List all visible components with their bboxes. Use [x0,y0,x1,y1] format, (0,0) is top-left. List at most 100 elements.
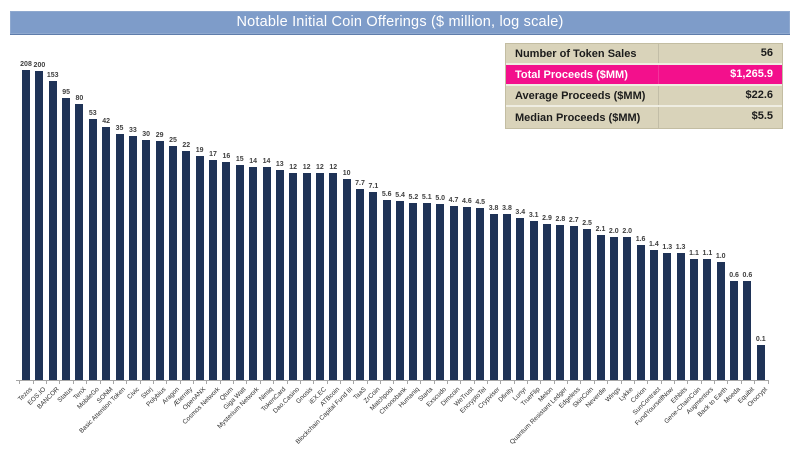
x-axis-tick [540,381,542,384]
bar [209,160,217,380]
bar-value-label: 22 [182,141,191,149]
bar-value-label: 25 [169,137,177,145]
x-axis-tick [527,381,528,384]
x-axis-tick [59,381,61,384]
x-axis-tick [19,381,21,384]
x-axis-tick [46,381,47,384]
bar [422,203,431,380]
x-axis-tick [193,381,194,384]
bar-value-label: 2.1 [595,226,606,234]
bar [275,169,284,380]
stat-label: Total Proceeds ($MM) [515,68,628,81]
bar-value-label: 12 [289,163,298,171]
bar [62,98,71,380]
bar [302,172,311,380]
bar-value-label: 15 [235,155,244,163]
x-axis-tick [406,381,408,384]
x-axis-tick [714,381,715,384]
x-axis-tick [553,381,555,384]
x-axis-tick [326,381,328,384]
table-row: Median Proceeds ($MM) $5.5 [506,107,782,128]
x-axis-tick [767,381,769,384]
x-axis-tick [299,381,301,384]
bar-value-label: 0.1 [755,336,766,344]
bar [730,280,739,380]
x-axis-tick [393,381,395,384]
bar [195,156,204,380]
bar-value-label: 153 [46,71,59,79]
bar-value-label: 12 [315,163,324,171]
bar-value-label: 1.3 [675,243,686,251]
bar [22,69,30,380]
bar-value-label: 1.4 [649,241,659,248]
x-axis-label: Civic [125,386,141,401]
bar [703,258,712,380]
bar-value-label: 13 [275,160,284,168]
bar [556,225,565,380]
stat-value: $5.5 [658,107,782,128]
bar [583,229,592,380]
bar-value-label: 7.7 [355,179,365,187]
x-axis-tick [86,381,88,384]
bar-value-label: 1.1 [702,249,713,257]
bar [369,191,378,380]
x-axis-tick [313,381,315,384]
stat-label: Average Proceeds ($MM) [515,89,646,102]
bar-value-label: 42 [102,118,111,126]
bar-value-label: 5.4 [395,192,405,200]
x-axis-tick [433,381,435,384]
x-axis-tick [72,381,74,384]
x-axis-tick [366,381,368,384]
bar [222,162,231,380]
x-axis-tick [500,381,502,384]
bar [35,71,44,380]
x-axis-tick [273,381,275,384]
x-axis-tick [259,381,261,384]
x-axis-tick [633,381,635,384]
bar [409,202,418,380]
stat-value: $1,265.9 [658,65,782,84]
x-axis-tick [700,381,702,384]
bar-value-label: 1.6 [635,236,646,244]
bar [235,164,244,380]
x-axis-tick [206,381,208,384]
bar-value-label: 2.5 [582,220,592,228]
bar-value-label: 2.9 [542,214,552,222]
bar-value-label: 7.1 [368,182,379,190]
bar [169,146,177,380]
x-axis-tick [32,381,34,384]
bar [489,214,498,380]
stat-label: Median Proceeds ($MM) [515,111,641,124]
x-axis-tick [380,381,381,384]
bar [636,245,645,380]
bar-value-label: 53 [88,110,97,117]
table-row: Average Proceeds ($MM) $22.6 [506,86,782,107]
bar-value-label: 33 [128,127,137,135]
x-axis-tick [673,381,675,384]
bar-value-label: 0.6 [742,271,753,279]
x-axis-tick [166,381,168,384]
x-axis-tick [607,381,609,384]
bar-value-label: 3.4 [515,209,526,216]
bar-value-label: 2.0 [608,228,619,236]
chart-title: Notable Initial Coin Offerings ($ millio… [10,11,790,34]
bar [543,223,551,380]
bar [462,207,471,380]
x-axis-tick [567,381,569,384]
summary-stats-table: Number of Token Sales 56 Total Proceeds … [505,43,783,129]
bar [663,252,672,380]
bar-value-label: 4.5 [475,198,486,206]
bar-value-label: 200 [33,62,46,70]
bar-value-label: 5.2 [408,193,419,201]
bar [436,204,445,380]
bar [743,280,752,380]
bar-value-label: 208 [20,60,32,68]
x-axis-tick [339,381,341,384]
table-row: Number of Token Sales 56 [506,44,782,65]
x-axis-tick [620,381,622,384]
bar [182,150,191,380]
x-axis-tick [420,381,422,384]
x-axis-tick [580,381,582,384]
